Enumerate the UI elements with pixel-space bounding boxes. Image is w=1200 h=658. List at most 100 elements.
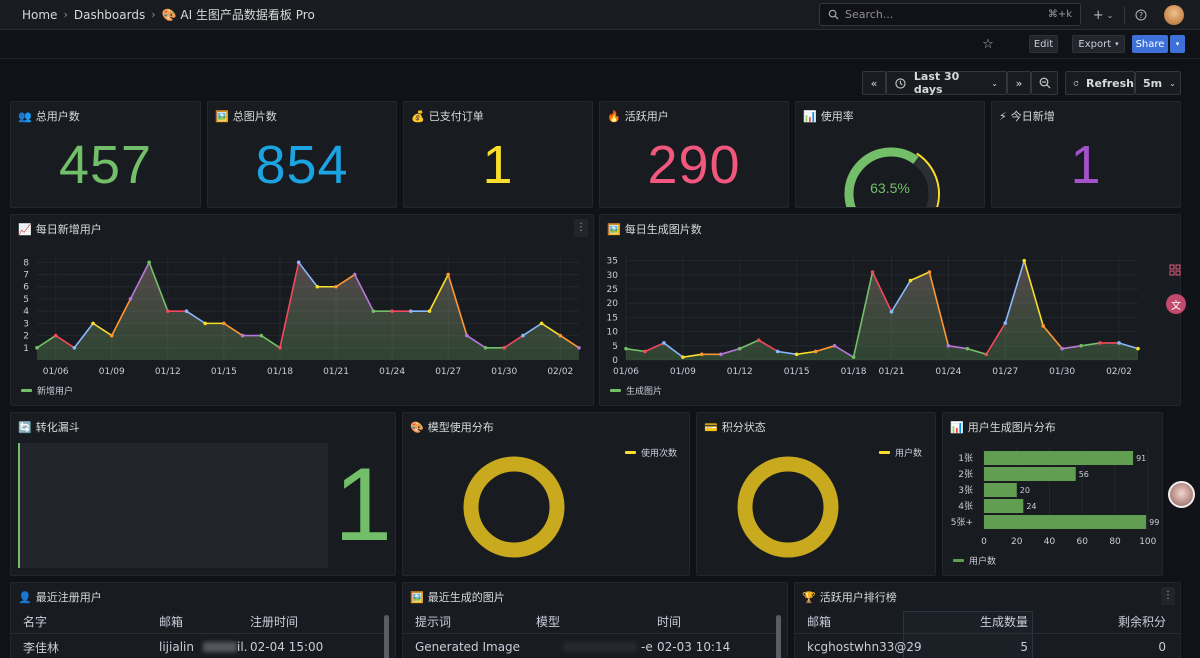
bar[interactable]: [984, 515, 1147, 529]
data-point[interactable]: [558, 333, 563, 338]
data-point[interactable]: [775, 349, 780, 354]
panel-menu-button[interactable]: ⋮: [574, 219, 588, 237]
share-button[interactable]: Share: [1132, 35, 1168, 53]
share-menu-button[interactable]: ▾: [1170, 35, 1185, 53]
data-point[interactable]: [681, 355, 685, 359]
data-point[interactable]: [624, 346, 628, 351]
column-header[interactable]: 剩余积分: [1117, 614, 1166, 629]
data-point[interactable]: [1136, 346, 1140, 351]
data-point[interactable]: [371, 309, 376, 313]
grid-widget-button[interactable]: [1166, 261, 1184, 279]
data-point[interactable]: [296, 260, 301, 265]
breadcrumb-home[interactable]: Home: [22, 7, 58, 22]
column-header[interactable]: 生成数量: [979, 614, 1028, 629]
data-point[interactable]: [965, 346, 970, 351]
data-point[interactable]: [465, 333, 469, 338]
column-header[interactable]: 模型: [536, 614, 561, 629]
data-point[interactable]: [315, 284, 320, 289]
star-button[interactable]: ☆: [980, 35, 996, 53]
data-point[interactable]: [643, 349, 647, 354]
export-button[interactable]: Export ▾: [1072, 35, 1125, 53]
table-row[interactable]: 李佳林 lijialin il. 02-04 15:00: [11, 637, 395, 657]
column-header[interactable]: 名字: [23, 614, 48, 629]
data-point[interactable]: [889, 309, 894, 314]
data-point[interactable]: [1060, 346, 1064, 351]
data-point[interactable]: [91, 321, 95, 326]
data-point[interactable]: [832, 344, 837, 348]
data-point[interactable]: [502, 345, 507, 350]
edit-button[interactable]: Edit: [1029, 35, 1058, 53]
data-point[interactable]: [35, 345, 39, 350]
data-point[interactable]: [946, 344, 951, 348]
data-point[interactable]: [1003, 321, 1008, 325]
data-point[interactable]: [352, 272, 357, 277]
data-point[interactable]: [870, 270, 875, 274]
data-point[interactable]: [53, 333, 58, 338]
column-header[interactable]: 注册时间: [250, 614, 299, 629]
data-point[interactable]: [1022, 258, 1027, 263]
data-point[interactable]: [109, 333, 114, 338]
data-point[interactable]: [908, 278, 913, 283]
time-range-picker[interactable]: Last 30 days ⌄: [886, 70, 1007, 96]
user-avatar[interactable]: [1164, 5, 1184, 25]
data-point[interactable]: [577, 345, 581, 350]
data-point[interactable]: [483, 345, 488, 350]
chart-legend[interactable]: 使用次数: [625, 446, 677, 459]
search-input[interactable]: Search... ⌘+k: [819, 3, 1081, 26]
chart-legend[interactable]: 新增用户: [21, 384, 73, 397]
data-point[interactable]: [539, 321, 544, 326]
data-point[interactable]: [984, 352, 989, 357]
data-point[interactable]: [427, 309, 432, 313]
data-point[interactable]: [128, 297, 133, 301]
data-point[interactable]: [334, 284, 338, 289]
data-point[interactable]: [222, 321, 226, 326]
data-point[interactable]: [446, 272, 450, 277]
data-point[interactable]: [240, 333, 245, 338]
chart-legend[interactable]: 生成图片: [610, 384, 662, 397]
refresh-button[interactable]: Refresh: [1065, 71, 1135, 95]
data-point[interactable]: [166, 309, 170, 313]
table-row[interactable]: Generated Image -e 02-03 10:14: [403, 637, 787, 657]
data-point[interactable]: [147, 260, 151, 265]
time-shift-forward-button[interactable]: »: [1007, 71, 1031, 95]
chart-legend[interactable]: 用户数: [879, 446, 922, 459]
data-point[interactable]: [390, 309, 394, 313]
column-header[interactable]: 邮箱: [159, 614, 184, 629]
add-menu-button[interactable]: + ⌄: [1090, 5, 1116, 25]
time-shift-back-button[interactable]: «: [862, 71, 886, 95]
help-button[interactable]: ?: [1133, 5, 1149, 25]
data-point[interactable]: [278, 345, 282, 350]
data-point[interactable]: [1079, 344, 1083, 348]
data-point[interactable]: [794, 352, 799, 357]
data-point[interactable]: [719, 352, 723, 357]
translate-widget-button[interactable]: 文: [1166, 294, 1186, 314]
column-header[interactable]: 提示词: [415, 614, 452, 629]
refresh-interval-select[interactable]: 5m ⌄: [1135, 71, 1181, 95]
data-point[interactable]: [851, 355, 856, 359]
data-point[interactable]: [927, 270, 932, 274]
bar[interactable]: [984, 467, 1076, 481]
data-point[interactable]: [1117, 341, 1121, 345]
data-point[interactable]: [408, 309, 413, 313]
data-point[interactable]: [662, 341, 666, 345]
data-point[interactable]: [184, 309, 189, 313]
panel-menu-button[interactable]: ⋮: [1161, 587, 1175, 605]
table-row[interactable]: kcghostwhn33@29 5 0: [795, 637, 1180, 657]
data-point[interactable]: [813, 349, 818, 354]
data-point[interactable]: [72, 345, 77, 350]
data-point[interactable]: [1098, 341, 1102, 345]
data-point[interactable]: [756, 338, 761, 342]
bar[interactable]: [984, 451, 1134, 465]
data-point[interactable]: [521, 333, 525, 338]
data-point[interactable]: [700, 352, 704, 357]
zoom-out-button[interactable]: [1031, 71, 1058, 95]
bar[interactable]: [984, 499, 1024, 513]
scrollbar[interactable]: [776, 615, 781, 658]
data-point[interactable]: [737, 346, 742, 351]
data-point[interactable]: [203, 321, 208, 326]
data-point[interactable]: [259, 333, 264, 338]
assistant-avatar-button[interactable]: [1168, 481, 1195, 508]
data-point[interactable]: [1041, 324, 1045, 328]
bar[interactable]: [984, 483, 1017, 497]
chart-legend[interactable]: 用户数: [953, 554, 996, 567]
